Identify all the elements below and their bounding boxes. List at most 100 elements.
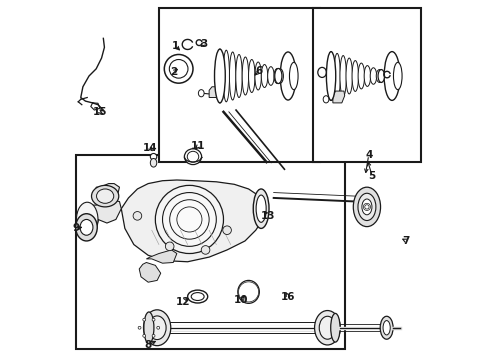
Ellipse shape: [326, 51, 336, 100]
Ellipse shape: [170, 59, 188, 78]
Ellipse shape: [362, 199, 372, 215]
Ellipse shape: [255, 62, 261, 90]
Ellipse shape: [275, 68, 282, 84]
Text: 12: 12: [176, 297, 191, 307]
Ellipse shape: [92, 185, 119, 207]
Circle shape: [170, 200, 209, 239]
Ellipse shape: [331, 314, 340, 342]
Ellipse shape: [328, 51, 334, 100]
Circle shape: [152, 318, 155, 321]
Ellipse shape: [150, 158, 157, 167]
Text: 13: 13: [261, 211, 275, 221]
Ellipse shape: [215, 49, 225, 103]
Ellipse shape: [97, 189, 114, 203]
Ellipse shape: [358, 193, 376, 221]
Circle shape: [157, 326, 160, 329]
Ellipse shape: [268, 67, 274, 85]
Ellipse shape: [188, 290, 208, 303]
Ellipse shape: [253, 189, 269, 228]
Ellipse shape: [248, 59, 255, 93]
Circle shape: [241, 284, 256, 300]
Bar: [76, 155, 345, 348]
Circle shape: [364, 203, 370, 211]
Ellipse shape: [318, 67, 326, 77]
Text: 10: 10: [234, 295, 248, 305]
Circle shape: [150, 153, 157, 160]
Ellipse shape: [242, 57, 248, 95]
Ellipse shape: [229, 52, 236, 100]
Ellipse shape: [290, 62, 298, 90]
Text: 9: 9: [72, 224, 79, 233]
Polygon shape: [139, 262, 161, 282]
Circle shape: [143, 334, 146, 337]
Ellipse shape: [198, 90, 204, 97]
Circle shape: [152, 334, 155, 337]
Ellipse shape: [376, 69, 383, 82]
Ellipse shape: [148, 316, 166, 339]
Bar: [159, 8, 320, 162]
Circle shape: [155, 185, 223, 253]
Ellipse shape: [383, 320, 390, 335]
Circle shape: [177, 207, 202, 232]
Ellipse shape: [187, 151, 199, 162]
Text: 15: 15: [93, 107, 107, 117]
Circle shape: [239, 282, 259, 302]
Ellipse shape: [380, 316, 393, 339]
Ellipse shape: [364, 66, 370, 86]
Bar: [313, 8, 421, 162]
Ellipse shape: [256, 195, 266, 222]
Ellipse shape: [261, 64, 268, 87]
Circle shape: [365, 205, 369, 209]
Ellipse shape: [277, 69, 283, 83]
Ellipse shape: [334, 53, 341, 99]
Ellipse shape: [144, 310, 171, 346]
Circle shape: [223, 226, 231, 234]
Circle shape: [143, 318, 146, 321]
Polygon shape: [209, 87, 220, 98]
Ellipse shape: [76, 207, 98, 232]
Circle shape: [166, 242, 174, 251]
Polygon shape: [122, 180, 265, 262]
Ellipse shape: [340, 55, 346, 96]
Ellipse shape: [223, 50, 229, 102]
Text: 11: 11: [191, 141, 206, 151]
Text: 1: 1: [172, 41, 179, 50]
Text: 4: 4: [365, 150, 372, 160]
Ellipse shape: [144, 312, 154, 343]
Polygon shape: [93, 200, 122, 223]
Ellipse shape: [280, 52, 296, 100]
Ellipse shape: [384, 51, 400, 100]
Polygon shape: [333, 91, 344, 103]
Ellipse shape: [393, 62, 402, 90]
Circle shape: [243, 287, 254, 297]
Text: 2: 2: [170, 67, 177, 77]
Ellipse shape: [346, 58, 352, 94]
Circle shape: [133, 212, 142, 220]
Ellipse shape: [353, 187, 381, 226]
Ellipse shape: [76, 211, 98, 228]
Ellipse shape: [238, 280, 259, 303]
Ellipse shape: [80, 220, 93, 235]
Text: 6: 6: [256, 66, 263, 76]
Text: 3: 3: [200, 39, 207, 49]
Text: 14: 14: [143, 143, 157, 153]
Circle shape: [138, 326, 141, 329]
Polygon shape: [96, 184, 120, 196]
Text: 16: 16: [281, 292, 295, 302]
Ellipse shape: [217, 49, 223, 103]
Ellipse shape: [184, 149, 201, 165]
Ellipse shape: [76, 214, 97, 241]
Ellipse shape: [323, 96, 329, 103]
Ellipse shape: [370, 68, 377, 84]
Ellipse shape: [378, 69, 385, 82]
Text: 7: 7: [403, 236, 410, 246]
Ellipse shape: [274, 68, 280, 84]
Ellipse shape: [358, 63, 365, 89]
Text: 5: 5: [368, 171, 376, 181]
Ellipse shape: [164, 54, 193, 83]
Circle shape: [163, 193, 216, 246]
Ellipse shape: [191, 293, 204, 301]
Ellipse shape: [319, 316, 336, 339]
Polygon shape: [147, 250, 177, 263]
Circle shape: [201, 246, 210, 254]
